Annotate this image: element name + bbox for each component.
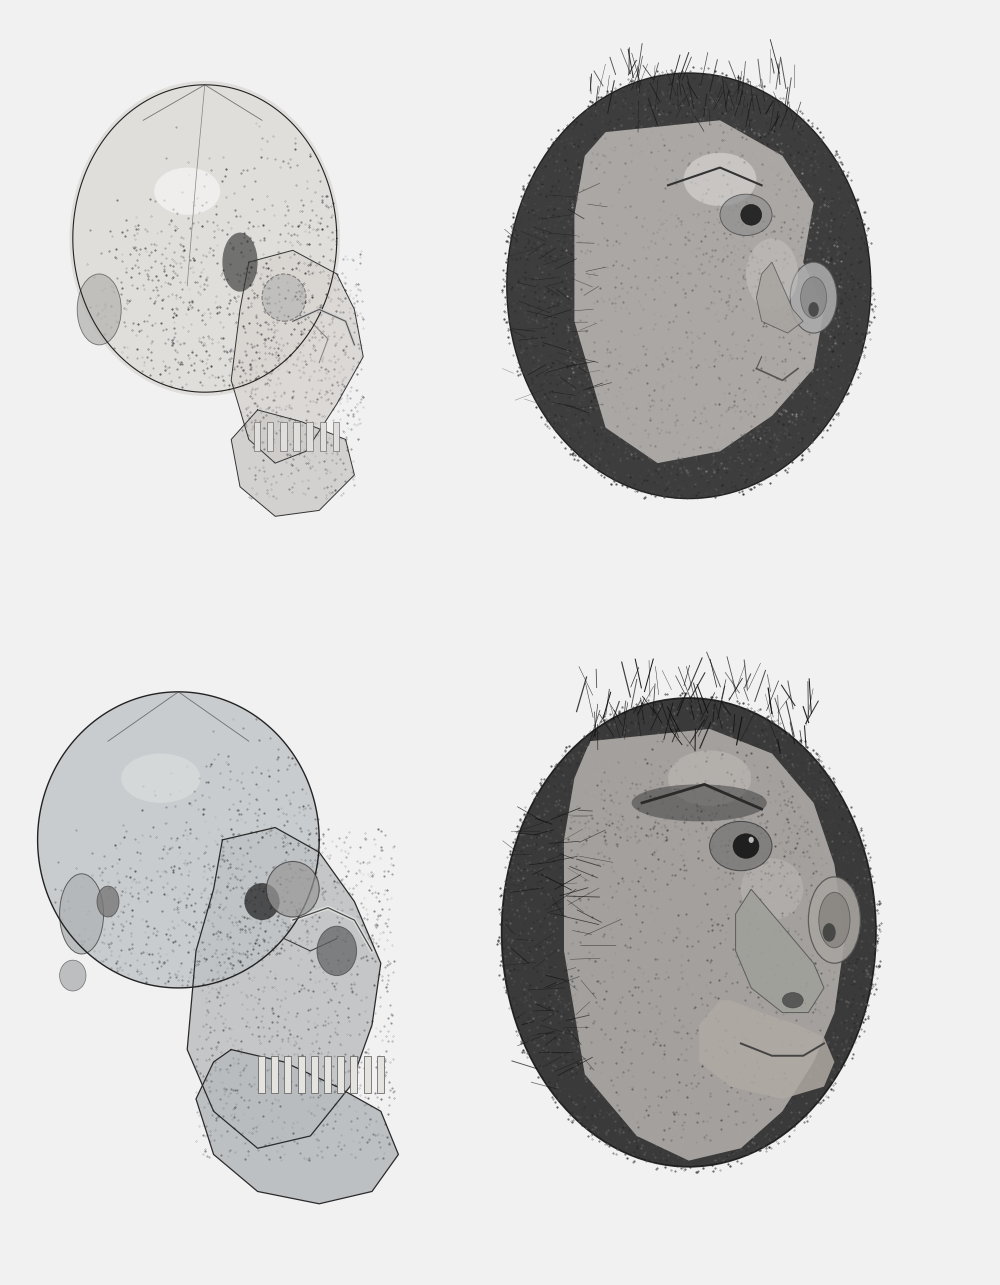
Ellipse shape [60, 960, 86, 991]
Ellipse shape [507, 73, 871, 499]
Polygon shape [231, 251, 363, 463]
Ellipse shape [720, 194, 772, 235]
Bar [284, 1056, 291, 1092]
Ellipse shape [749, 837, 754, 843]
Ellipse shape [790, 262, 837, 333]
Polygon shape [736, 889, 824, 1013]
Ellipse shape [502, 698, 876, 1167]
Polygon shape [564, 729, 845, 1160]
Bar [311, 1056, 318, 1092]
Polygon shape [196, 1050, 398, 1204]
Ellipse shape [317, 926, 357, 975]
Ellipse shape [823, 923, 836, 942]
Ellipse shape [819, 892, 850, 948]
Ellipse shape [70, 81, 340, 396]
Bar [254, 421, 260, 451]
Ellipse shape [266, 861, 319, 917]
Bar [324, 1056, 331, 1092]
Bar [267, 421, 273, 451]
Ellipse shape [733, 834, 759, 858]
Ellipse shape [632, 784, 767, 821]
Polygon shape [574, 121, 824, 463]
Ellipse shape [121, 753, 200, 803]
Bar [280, 421, 287, 451]
Ellipse shape [741, 858, 803, 920]
Bar [333, 421, 339, 451]
Ellipse shape [808, 876, 860, 964]
Bar [350, 1056, 357, 1092]
Bar [306, 421, 313, 451]
Polygon shape [699, 1000, 834, 1099]
Ellipse shape [801, 276, 827, 319]
Ellipse shape [60, 874, 104, 953]
Bar [364, 1056, 371, 1092]
Bar [293, 421, 300, 451]
Ellipse shape [741, 204, 762, 225]
Ellipse shape [244, 883, 280, 920]
Bar [320, 421, 326, 451]
Ellipse shape [222, 233, 258, 292]
Ellipse shape [77, 274, 121, 344]
Bar [377, 1056, 384, 1092]
Ellipse shape [262, 274, 306, 321]
Polygon shape [231, 410, 354, 517]
Ellipse shape [808, 302, 819, 317]
Ellipse shape [710, 821, 772, 871]
Ellipse shape [746, 239, 798, 310]
Ellipse shape [97, 887, 119, 917]
Ellipse shape [684, 153, 756, 206]
Ellipse shape [38, 691, 319, 988]
Bar [298, 1056, 305, 1092]
Bar [271, 1056, 278, 1092]
Ellipse shape [782, 992, 803, 1007]
Ellipse shape [154, 167, 220, 215]
Polygon shape [187, 828, 381, 1149]
Bar [337, 1056, 344, 1092]
Ellipse shape [668, 750, 751, 806]
Polygon shape [756, 262, 803, 333]
Bar [258, 1056, 265, 1092]
